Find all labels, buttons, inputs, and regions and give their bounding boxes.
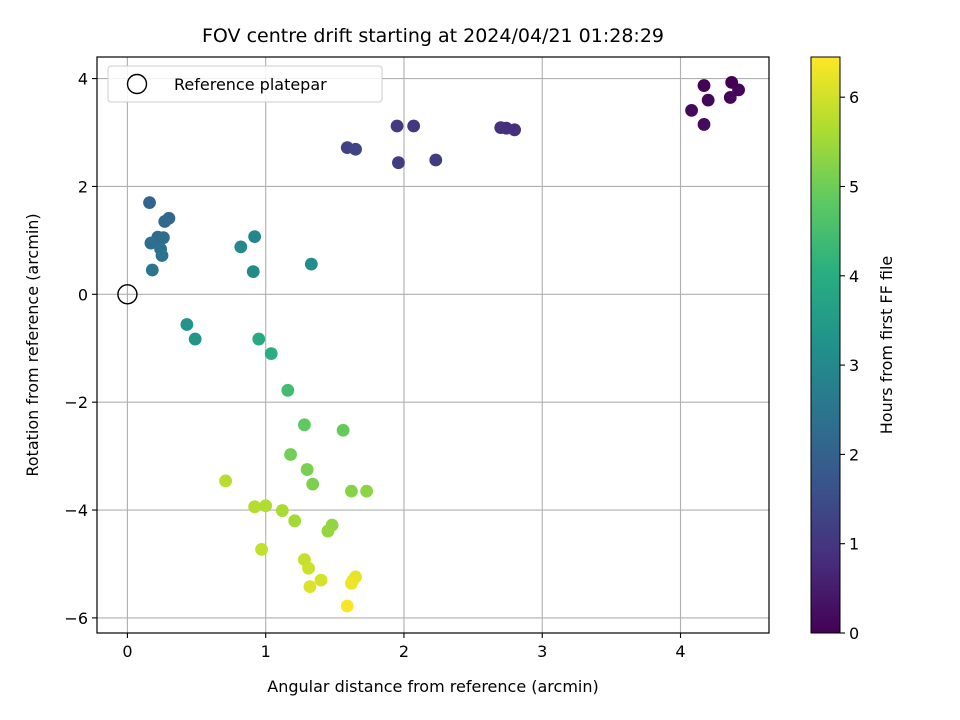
- colorbar-tick-label: 2: [849, 445, 859, 464]
- data-point: [246, 265, 260, 279]
- data-point: [252, 332, 266, 346]
- x-tick-label: 1: [261, 642, 271, 661]
- data-point: [144, 236, 158, 250]
- data-point: [302, 561, 315, 575]
- y-tick-label: 0: [78, 285, 88, 304]
- data-point: [284, 448, 297, 461]
- data-point: [303, 580, 317, 594]
- data-point: [321, 524, 335, 538]
- data-point: [723, 91, 737, 104]
- data-point: [180, 318, 194, 331]
- data-point: [306, 477, 320, 491]
- data-point: [298, 418, 311, 432]
- data-point: [407, 119, 421, 133]
- y-axis-label: Rotation from reference (arcmin): [23, 213, 42, 476]
- data-point: [188, 332, 202, 346]
- data-point: [145, 263, 159, 277]
- y-tick-label: 4: [78, 70, 88, 89]
- x-tick-label: 2: [399, 642, 409, 661]
- x-tick-label: 4: [675, 642, 685, 661]
- y-tick-label: −2: [64, 393, 88, 412]
- data-point: [345, 576, 358, 590]
- data-point: [685, 103, 698, 117]
- colorbar-tick-label: 5: [849, 177, 859, 196]
- y-axis-ticks: −6 −4 −2 0 2 4: [64, 70, 97, 628]
- data-point: [390, 119, 404, 133]
- colorbar: 0 1 2 3 4 5 6 Hours from first FF file: [810, 56, 896, 643]
- data-point: [429, 153, 443, 167]
- data-point: [264, 347, 278, 361]
- colorbar-tick-label: 4: [849, 267, 859, 286]
- data-point: [304, 257, 318, 271]
- x-axis-ticks: 0 1 2 3 4: [122, 633, 686, 661]
- data-point: [701, 93, 715, 107]
- data-point: [360, 484, 374, 498]
- reference-point-marker: [117, 284, 138, 305]
- data-point: [234, 240, 248, 254]
- data-point: [392, 156, 405, 170]
- legend-marker: [126, 73, 148, 95]
- data-point: [697, 118, 711, 131]
- data-point: [732, 83, 745, 97]
- data-point: [275, 504, 289, 517]
- grid: [97, 57, 769, 633]
- x-axis-label: Angular distance from reference (arcmin): [267, 677, 598, 696]
- data-point: [345, 484, 358, 498]
- data-points: [117, 75, 745, 613]
- data-point: [697, 79, 711, 92]
- colorbar-ticks: 0 1 2 3 4 5 6: [840, 88, 859, 643]
- data-point: [156, 231, 170, 245]
- data-point: [248, 230, 262, 243]
- x-tick-label: 0: [122, 642, 132, 661]
- legend-label: Reference platepar: [174, 75, 327, 94]
- data-point: [494, 121, 508, 135]
- colorbar-tick-label: 6: [849, 88, 859, 107]
- colorbar-tick-label: 3: [849, 356, 859, 375]
- data-point: [336, 423, 350, 437]
- data-point: [340, 599, 354, 613]
- colorbar-label: Hours from first FF file: [877, 256, 896, 435]
- y-tick-label: 2: [78, 177, 88, 196]
- legend-box: [107, 65, 383, 103]
- y-tick-label: −6: [64, 609, 88, 628]
- data-point: [248, 500, 262, 514]
- x-tick-label: 3: [537, 642, 547, 661]
- colorbar-tick-label: 0: [849, 624, 859, 643]
- data-point: [281, 383, 295, 397]
- data-point: [219, 474, 232, 488]
- data-point: [143, 196, 156, 210]
- chart-title: FOV centre drift starting at 2024/04/21 …: [202, 25, 664, 47]
- data-point: [288, 514, 302, 528]
- y-tick-label: −4: [64, 501, 88, 520]
- colorbar-gradient: [810, 56, 841, 634]
- colorbar-tick-label: 1: [849, 535, 859, 554]
- data-point: [155, 249, 169, 262]
- data-point: [349, 142, 362, 156]
- data-point: [300, 463, 314, 476]
- data-point: [158, 215, 172, 228]
- data-point: [314, 573, 328, 587]
- data-point: [255, 543, 268, 556]
- legend: Reference platepar: [107, 65, 383, 103]
- data-point: [259, 499, 273, 513]
- plot-frame: [96, 56, 770, 634]
